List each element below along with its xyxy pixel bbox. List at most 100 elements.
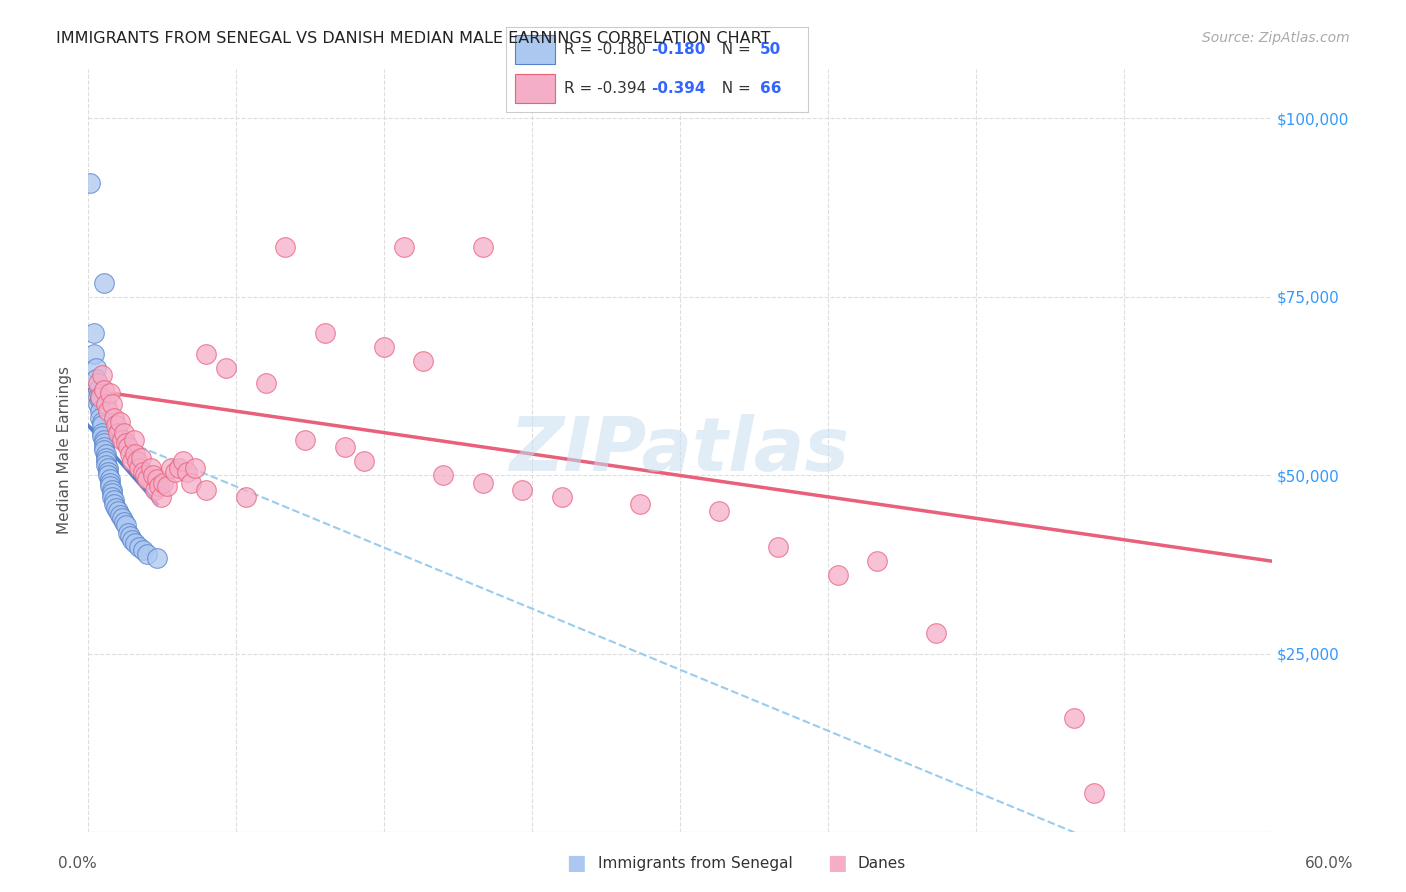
- Point: [128, 461, 150, 475]
- Point: [146, 472, 169, 486]
- Point: [101, 397, 124, 411]
- Point: [132, 543, 155, 558]
- Point: [83, 347, 105, 361]
- Point: [156, 479, 179, 493]
- Point: [114, 436, 136, 450]
- Point: [91, 368, 114, 383]
- Point: [131, 450, 153, 465]
- Point: [121, 533, 143, 547]
- Point: [108, 508, 131, 522]
- Y-axis label: Median Male Earnings: Median Male Earnings: [58, 367, 72, 534]
- Point: [827, 568, 849, 582]
- Point: [98, 479, 121, 493]
- Point: [94, 450, 117, 465]
- Point: [136, 472, 159, 486]
- Point: [167, 461, 190, 475]
- Text: N =: N =: [711, 81, 751, 96]
- Text: ■: ■: [567, 854, 586, 873]
- Point: [353, 454, 375, 468]
- Point: [79, 176, 101, 190]
- Point: [294, 433, 316, 447]
- Point: [94, 454, 117, 468]
- Text: -0.180: -0.180: [651, 42, 706, 57]
- Point: [392, 240, 415, 254]
- Point: [84, 361, 107, 376]
- Point: [432, 468, 454, 483]
- Point: [94, 447, 117, 461]
- Point: [121, 454, 143, 468]
- Point: [91, 425, 114, 440]
- Point: [107, 504, 129, 518]
- Point: [124, 447, 146, 461]
- Point: [89, 390, 111, 404]
- Point: [134, 468, 156, 483]
- Point: [83, 326, 105, 340]
- Point: [128, 540, 150, 554]
- FancyBboxPatch shape: [515, 74, 554, 103]
- Point: [93, 433, 115, 447]
- Point: [550, 490, 572, 504]
- Text: Source: ZipAtlas.com: Source: ZipAtlas.com: [1202, 31, 1350, 45]
- Point: [152, 475, 174, 490]
- Point: [333, 440, 356, 454]
- Point: [103, 497, 125, 511]
- Point: [866, 554, 889, 568]
- Point: [97, 404, 120, 418]
- Point: [93, 443, 115, 458]
- Point: [127, 454, 149, 468]
- Point: [111, 433, 134, 447]
- Point: [176, 465, 198, 479]
- Point: [628, 497, 651, 511]
- Text: 66: 66: [761, 81, 782, 96]
- Text: 0.0%: 0.0%: [58, 856, 97, 871]
- Text: ZIPatlas: ZIPatlas: [510, 414, 849, 487]
- Point: [471, 240, 494, 254]
- Point: [172, 454, 194, 468]
- Point: [112, 515, 135, 529]
- Point: [98, 472, 121, 486]
- Point: [142, 468, 165, 483]
- Point: [118, 529, 141, 543]
- Point: [93, 440, 115, 454]
- Point: [91, 418, 114, 433]
- Point: [709, 504, 731, 518]
- Point: [84, 372, 107, 386]
- Point: [107, 425, 129, 440]
- Point: [101, 486, 124, 500]
- Point: [97, 461, 120, 475]
- Point: [136, 547, 159, 561]
- Point: [98, 475, 121, 490]
- Point: [89, 390, 111, 404]
- Text: R = -0.394: R = -0.394: [564, 81, 645, 96]
- Text: -0.394: -0.394: [651, 81, 706, 96]
- Point: [98, 386, 121, 401]
- Point: [160, 461, 183, 475]
- Point: [180, 475, 202, 490]
- Point: [117, 525, 139, 540]
- FancyBboxPatch shape: [515, 35, 554, 64]
- Point: [314, 326, 336, 340]
- Point: [163, 465, 186, 479]
- Point: [274, 240, 297, 254]
- Point: [89, 411, 111, 425]
- Point: [925, 625, 948, 640]
- Point: [254, 376, 277, 390]
- Point: [94, 458, 117, 472]
- Point: [141, 461, 163, 475]
- Point: [148, 479, 170, 493]
- Point: [195, 347, 218, 361]
- Point: [146, 550, 169, 565]
- Point: [373, 340, 395, 354]
- Point: [87, 376, 110, 390]
- Text: Danes: Danes: [858, 856, 905, 871]
- Point: [97, 465, 120, 479]
- Point: [471, 475, 494, 490]
- Text: 50: 50: [761, 42, 782, 57]
- Point: [143, 483, 166, 497]
- Point: [103, 493, 125, 508]
- Point: [124, 536, 146, 550]
- Point: [103, 411, 125, 425]
- Point: [87, 390, 110, 404]
- Point: [117, 440, 139, 454]
- Point: [104, 500, 127, 515]
